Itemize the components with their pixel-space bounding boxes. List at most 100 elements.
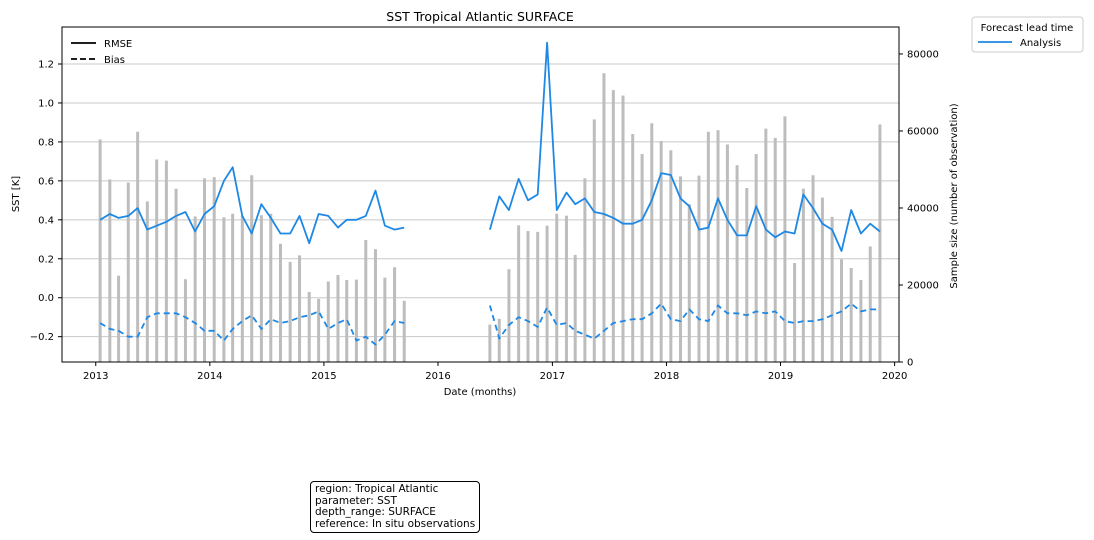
sample-size-bar xyxy=(212,177,216,362)
x-tick-label: 2020 xyxy=(882,371,907,382)
sample-size-bar xyxy=(383,277,387,362)
sample-size-bar xyxy=(108,179,112,362)
sample-size-bar xyxy=(764,128,768,362)
sample-size-bar xyxy=(801,188,805,362)
axes: −0.2 0.0 0.2 0.4 0.6 0.8 1.0 1.2 0 20000 40000 6000… xyxy=(30,49,939,382)
sample-size-bar xyxy=(488,324,492,362)
x-tick-label: 2017 xyxy=(540,371,565,382)
y-tick-label: 1.0 xyxy=(38,98,54,109)
sample-size-bar xyxy=(507,269,511,362)
x-tick-label: 2014 xyxy=(197,371,222,382)
sample-size-bar xyxy=(773,137,777,362)
y-tick-label: 0.2 xyxy=(38,254,54,265)
sample-size-bar xyxy=(583,178,587,362)
sample-size-bar xyxy=(564,215,568,362)
bias-line xyxy=(489,302,880,340)
series-legend: Forecast lead time Analysis xyxy=(971,16,1084,53)
sample-size-bar xyxy=(155,159,159,362)
sample-size-bar xyxy=(145,201,149,362)
x-tick-label: 2013 xyxy=(83,371,108,382)
sample-size-bar xyxy=(364,239,368,362)
y-tick-label: −0.2 xyxy=(30,332,54,343)
sample-size-bar xyxy=(117,275,121,362)
sample-size-bar xyxy=(573,254,577,362)
y-tick-label: 0.4 xyxy=(38,215,54,226)
bias-line xyxy=(99,310,405,346)
sample-size-bar xyxy=(611,90,615,363)
sample-size-bar xyxy=(298,255,302,362)
sample-size-bar xyxy=(307,291,311,362)
y2-axis-label: Sample size (number of observation) xyxy=(949,103,960,288)
sample-size-bar xyxy=(174,188,178,362)
sample-size-bar xyxy=(859,279,863,362)
series-legend-frame xyxy=(971,16,1084,53)
sample-size-bar xyxy=(193,216,197,362)
sample-size-bar xyxy=(793,263,797,362)
rmse-line xyxy=(489,41,881,252)
info-parameter: parameter: SST xyxy=(315,494,397,507)
bias-legend-label: Bias xyxy=(104,55,125,66)
sample-size-bar xyxy=(259,215,263,362)
rmse-legend-label: RMSE xyxy=(104,39,132,50)
sample-size-bar xyxy=(811,175,815,362)
sample-size-bar xyxy=(849,268,853,362)
sample-size-bar xyxy=(735,165,739,362)
y-tick-label: 1.2 xyxy=(38,60,54,71)
sample-size-bar xyxy=(745,187,749,362)
sample-size-bar xyxy=(592,119,596,363)
sample-size-bar xyxy=(231,213,235,362)
sample-size-bar xyxy=(354,279,358,362)
x-tick-label: 2019 xyxy=(768,371,793,382)
sample-size-bar xyxy=(697,175,701,362)
sample-size-bar xyxy=(868,246,872,362)
sample-size-bar xyxy=(716,130,720,362)
sample-size-bar xyxy=(203,178,207,362)
analysis-legend-label: Analysis xyxy=(1020,38,1061,49)
sample-size-bar xyxy=(640,154,644,362)
sample-size-bar xyxy=(317,298,321,362)
sample-size-bar xyxy=(164,160,168,362)
sample-size-bar xyxy=(278,243,282,362)
info-box: region: Tropical Atlantic parameter: SST d… xyxy=(310,481,481,533)
sample-size-bar xyxy=(183,279,187,362)
info-reference: reference: In situ observations xyxy=(315,517,476,530)
sample-size-bar xyxy=(878,124,882,362)
sample-size-bar xyxy=(830,216,834,362)
sample-size-bar xyxy=(679,176,683,362)
sample-size-bar xyxy=(326,281,330,362)
sample-size-bar xyxy=(602,73,606,362)
sample-size-bar xyxy=(402,300,406,362)
sample-size-bar xyxy=(288,261,292,362)
sample-size-bar xyxy=(555,213,559,362)
sample-size-bar xyxy=(98,139,102,362)
x-tick-label: 2015 xyxy=(311,371,336,382)
sample-size-bar xyxy=(336,274,340,362)
x-tick-label: 2018 xyxy=(654,371,679,382)
y2-tick-label: 80000 xyxy=(907,49,939,60)
y-tick-label: 0.0 xyxy=(38,293,54,304)
sample-size-bar xyxy=(706,131,710,362)
plot-frame xyxy=(61,26,900,363)
sample-size-bar xyxy=(820,197,824,362)
sample-size-bars xyxy=(98,73,882,363)
sample-size-bar xyxy=(373,249,377,362)
y2-tick-label: 20000 xyxy=(907,280,939,291)
sample-size-bar xyxy=(517,225,521,362)
sample-size-bar xyxy=(269,213,273,362)
sample-size-bar xyxy=(725,144,729,362)
sample-size-bar xyxy=(754,154,758,362)
grid-lines xyxy=(62,63,899,338)
y-tick-label: 0.6 xyxy=(38,176,54,187)
chart-title: SST Tropical Atlantic SURFACE xyxy=(386,9,574,24)
x-tick-label: 2016 xyxy=(425,371,450,382)
style-legend: RMSE Bias xyxy=(71,39,132,66)
sample-size-bar xyxy=(839,259,843,362)
sample-size-bar xyxy=(659,140,663,362)
sample-size-bar xyxy=(497,318,501,362)
sample-size-bar xyxy=(631,134,635,362)
y2-tick-label: 0 xyxy=(907,358,913,369)
y-tick-label: 0.8 xyxy=(38,137,54,148)
sample-size-bar xyxy=(240,215,244,362)
sample-size-bar xyxy=(136,131,140,362)
